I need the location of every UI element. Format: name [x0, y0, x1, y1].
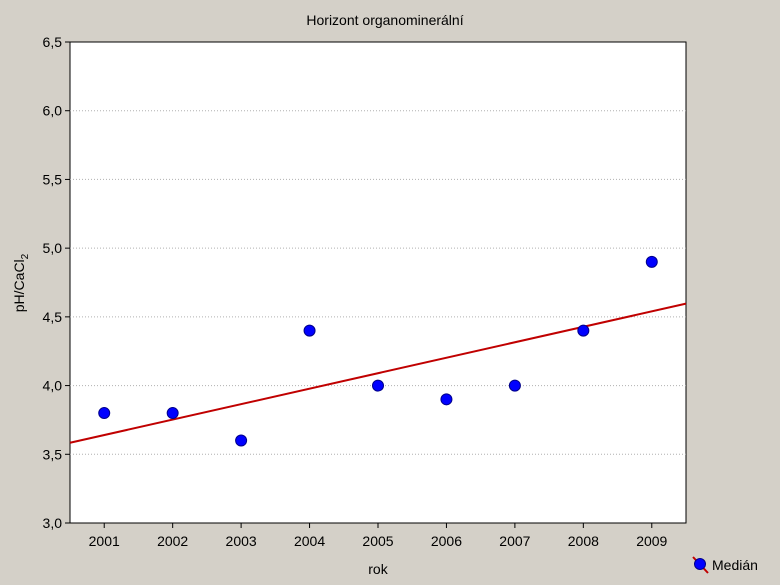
chart-title: Horizont organominerální — [306, 12, 463, 28]
data-point — [166, 407, 179, 420]
x-tick-label: 2001 — [89, 533, 120, 549]
y-axis-label-main: pH/CaCl — [11, 259, 27, 312]
y-tick-label: 4,0 — [43, 378, 63, 394]
data-point — [645, 255, 658, 268]
legend-label: Medián — [712, 557, 758, 573]
data-point — [235, 434, 248, 447]
y-tick-label: 6,0 — [43, 103, 63, 119]
y-axis: 3,0 3,5 4,0 4,5 5,0 5,5 6,0 6,5 — [43, 34, 70, 531]
y-tick-label: 3,5 — [43, 446, 63, 462]
data-point — [440, 393, 453, 406]
y-tick-label: 3,0 — [43, 515, 63, 531]
plot-area — [69, 41, 687, 524]
data-point — [98, 407, 111, 420]
data-point — [508, 379, 521, 392]
x-axis: 2001 2002 2003 2004 2005 2006 2007 2008 2009 — [89, 523, 668, 549]
x-tick-label: 2009 — [636, 533, 667, 549]
x-tick-label: 2006 — [431, 533, 462, 549]
x-tick-label: 2003 — [226, 533, 257, 549]
x-tick-label: 2004 — [294, 533, 325, 549]
legend-marker-swatch — [694, 558, 706, 570]
x-tick-label: 2007 — [499, 533, 530, 549]
data-point — [303, 324, 316, 337]
x-tick-label: 2002 — [157, 533, 188, 549]
y-tick-label: 6,5 — [43, 34, 63, 50]
x-axis-label: rok — [368, 561, 388, 577]
grid — [70, 110, 686, 455]
legend: Medián — [692, 556, 758, 574]
y-tick-label: 5,0 — [43, 240, 63, 256]
x-tick-label: 2005 — [362, 533, 393, 549]
points-layer — [98, 255, 658, 447]
y-tick-label: 5,5 — [43, 171, 63, 187]
x-tick-label: 2008 — [568, 533, 599, 549]
y-axis-label: pH/CaCl2 — [11, 253, 31, 312]
y-tick-label: 4,5 — [43, 309, 63, 325]
y-axis-label-subscript: 2 — [20, 253, 31, 259]
data-point — [372, 379, 384, 392]
data-point — [577, 324, 590, 337]
